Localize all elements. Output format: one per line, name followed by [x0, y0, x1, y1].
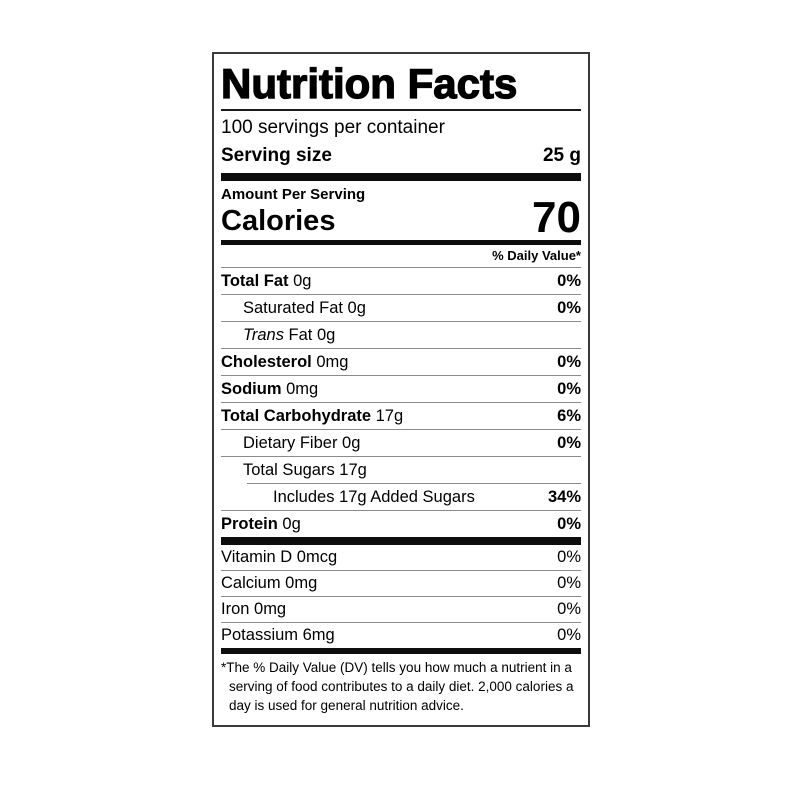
nutrient-name: Total Sugars 17g [243, 461, 367, 479]
nutrient-name: Saturated Fat 0g [243, 299, 366, 317]
nutrient-name: Iron 0mg [221, 600, 287, 618]
nutrient-daily-value: 0% [557, 515, 581, 533]
vitamin-rows-section: Vitamin D 0mcg 0% Calcium 0mg 0% Iron 0mg 0% P… [221, 545, 581, 648]
serving-size-label: Serving size [221, 145, 332, 166]
nutrient-daily-value: 0% [557, 353, 581, 371]
medium-separator-bar [221, 240, 581, 245]
nutrient-name: Cholesterol 0mg [221, 353, 349, 371]
nutrient-row: Potassium 6mg 0% [221, 622, 581, 648]
thick-separator-bar [221, 537, 581, 545]
nutrient-daily-value: 0% [557, 600, 581, 618]
amount-per-serving-label: Amount Per Serving [221, 186, 366, 203]
nutrient-row: Dietary Fiber 0g 0% [221, 429, 581, 456]
thick-separator-bar [221, 173, 581, 181]
nutrient-row: Total Fat 0g 0% [221, 268, 581, 294]
nutrient-daily-value: 34% [547, 488, 581, 506]
calories-value: 70 [532, 193, 581, 242]
nutrient-row: Cholesterol 0mg 0% [221, 348, 581, 375]
nutrient-name: Total Carbohydrate 17g [221, 407, 404, 425]
serving-size-row: Serving size 25 g [221, 142, 581, 173]
daily-value-header: % Daily Value* [221, 245, 581, 268]
nutrient-name: Total Fat 0g [221, 272, 312, 290]
label-title: Nutrition Facts [220, 59, 518, 107]
daily-value-footnote: *The % Daily Value (DV) tells you how mu… [221, 660, 574, 713]
nutrient-row: Saturated Fat 0g 0% [221, 294, 581, 321]
nutrient-row: Trans Fat 0g [221, 321, 581, 348]
nutrient-name: Sodium 0mg [221, 380, 319, 398]
nutrient-daily-value: 0% [557, 299, 581, 317]
footnote-separator-bar [221, 648, 581, 654]
nutrient-row: Iron 0mg 0% [221, 596, 581, 622]
calories-label: Calories [221, 205, 336, 237]
nutrient-daily-value: 0% [557, 626, 581, 644]
nutrient-row: Protein 0g 0% [221, 510, 581, 537]
nutrient-daily-value: 0% [557, 380, 581, 398]
nutrient-name: Protein 0g [221, 515, 301, 533]
nutrient-rows-section: Total Fat 0g 0% Saturated Fat 0g 0% Trans Fa… [221, 268, 581, 537]
title-rule [221, 109, 581, 111]
nutrient-name: Vitamin D 0mcg [221, 548, 338, 566]
nutrient-daily-value: 0% [557, 548, 581, 566]
nutrient-row: Total Carbohydrate 17g 6% [221, 402, 581, 429]
calories-block: Amount Per Serving Calories 70 [221, 181, 581, 240]
nutrition-facts-label: Nutrition Facts 100 servings per contain… [212, 52, 590, 727]
nutrient-name: Dietary Fiber 0g [243, 434, 361, 452]
nutrient-daily-value: 6% [557, 407, 581, 425]
nutrient-name: Calcium 0mg [221, 574, 318, 592]
nutrient-name: Potassium 6mg [221, 626, 335, 644]
nutrient-row: Sodium 0mg 0% [221, 375, 581, 402]
servings-per-container: 100 servings per container [221, 117, 445, 138]
nutrient-daily-value: 0% [557, 434, 581, 452]
nutrient-name: Includes 17g Added Sugars [273, 488, 475, 506]
nutrient-row: Total Sugars 17g [221, 456, 581, 483]
nutrient-row: Vitamin D 0mcg 0% [221, 545, 581, 570]
nutrient-row: Includes 17g Added Sugars 34% [247, 483, 581, 510]
nutrient-row: Calcium 0mg 0% [221, 570, 581, 596]
calories-left: Amount Per Serving Calories [221, 185, 365, 238]
nutrient-daily-value: 0% [557, 574, 581, 592]
nutrient-name: Trans Fat 0g [243, 326, 336, 344]
serving-size-value: 25 g [542, 145, 581, 166]
nutrient-daily-value: 0% [557, 272, 581, 290]
